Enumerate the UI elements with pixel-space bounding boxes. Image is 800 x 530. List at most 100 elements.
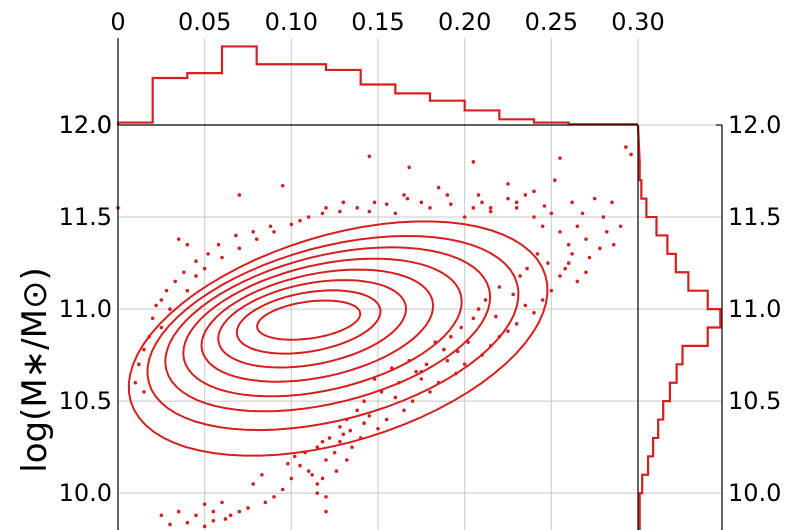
y-tick-label-left: 12.0: [59, 111, 112, 139]
scatter-point: [483, 298, 488, 302]
scatter-point: [362, 399, 366, 403]
scatter-point: [532, 189, 536, 194]
scatter-point: [466, 340, 470, 345]
scatter-point: [563, 266, 567, 271]
scatter-point: [449, 334, 453, 339]
scatter-point: [601, 215, 606, 219]
scatter-point: [272, 229, 276, 234]
scatter-point: [202, 266, 207, 271]
scatter-point: [598, 246, 602, 251]
scatter-point: [419, 369, 424, 374]
scatter-point: [338, 209, 342, 214]
scatter-point: [237, 193, 242, 197]
scatter-point: [514, 322, 519, 326]
contour-line: [235, 289, 382, 355]
scatter-point: [223, 517, 228, 521]
scatter-point: [154, 303, 158, 308]
scatter-point: [506, 329, 510, 333]
scatter-point: [194, 259, 198, 264]
scatter-point: [449, 202, 453, 206]
scatter-point: [471, 316, 476, 321]
scatter-point: [532, 215, 536, 219]
scatter-point: [185, 242, 190, 247]
contour-line: [256, 299, 362, 341]
scatter-point: [497, 334, 502, 339]
scatter-point: [358, 436, 363, 440]
scatter-point: [194, 513, 198, 518]
scatter-point: [286, 461, 290, 466]
scatter-point: [173, 279, 177, 284]
scatter-point: [324, 458, 328, 462]
scatter-point: [367, 414, 372, 418]
scatter-point: [393, 395, 398, 400]
scatter-point: [280, 183, 285, 188]
scatter-point: [618, 224, 623, 229]
scatter-point: [194, 274, 198, 278]
scatter-points: [116, 145, 633, 529]
scatter-point: [436, 185, 441, 190]
y-tick-label-right: 12.0: [728, 111, 781, 139]
scatter-point: [592, 196, 597, 201]
scatter-point: [320, 476, 325, 481]
top-histogram: [116, 45, 638, 126]
scatter-point: [407, 165, 412, 170]
scatter-point: [237, 246, 242, 251]
scatter-point: [202, 524, 207, 529]
contour-line: [146, 234, 520, 432]
scatter-point: [611, 242, 616, 247]
y-tick-labels-right: 10.0 10.5 11.0 11.5 12.0: [728, 111, 781, 507]
scatter-point: [379, 390, 384, 394]
scatter-point: [428, 390, 432, 394]
scatter-point: [367, 154, 372, 159]
scatter-point: [206, 252, 210, 256]
y-tick-label-right: 11.0: [728, 295, 781, 323]
scatter-point: [532, 310, 536, 315]
scatter-point: [228, 513, 233, 518]
scatter-point: [419, 200, 424, 205]
scatter-point: [610, 200, 614, 205]
scatter-point: [150, 316, 155, 321]
top-hist-step: [116, 45, 638, 126]
scatter-point: [133, 380, 138, 385]
scatter-point: [542, 204, 547, 208]
scatter-point: [393, 211, 398, 216]
scatter-point: [511, 292, 515, 297]
scatter-point: [488, 206, 493, 210]
scatter-point: [303, 450, 308, 455]
y-tick-label-right: 10.5: [728, 387, 781, 415]
scatter-point: [523, 193, 528, 197]
scatter-point: [546, 261, 550, 265]
scatter-point: [320, 439, 325, 444]
contour-line: [164, 246, 492, 413]
scatter-point: [298, 463, 302, 468]
y-axis-label: log(M∗/M⊙): [15, 267, 55, 472]
scatter-point: [405, 196, 410, 201]
scatter-point: [345, 458, 349, 462]
scatter-point: [234, 233, 238, 238]
scatter-point: [488, 209, 493, 214]
scatter-point: [459, 325, 464, 330]
scatter-point: [168, 307, 172, 311]
y-tick-label-left: 10.5: [59, 387, 112, 415]
scatter-point: [414, 369, 418, 374]
scatter-point: [580, 211, 585, 216]
axes-frames: [117, 38, 723, 530]
scatter-point: [402, 408, 406, 413]
scatter-point: [553, 178, 557, 183]
scatter-point: [471, 160, 476, 164]
x-tick-label: 0.10: [265, 8, 318, 36]
y-tick-label-left: 10.0: [59, 479, 112, 507]
x-tick-label: 0.25: [525, 8, 578, 36]
scatter-point: [176, 237, 181, 241]
y-tick-label-right: 10.0: [728, 479, 781, 507]
scatter-point: [260, 472, 264, 477]
scatter-point: [324, 206, 328, 210]
scatter-point: [424, 362, 429, 367]
scatter-point: [211, 518, 216, 523]
scatter-point: [570, 200, 574, 205]
scatter-point: [433, 340, 438, 345]
scatter-point: [428, 206, 432, 210]
scatter-point: [549, 288, 554, 293]
scatter-point: [575, 224, 580, 229]
scatter-point: [355, 206, 360, 210]
